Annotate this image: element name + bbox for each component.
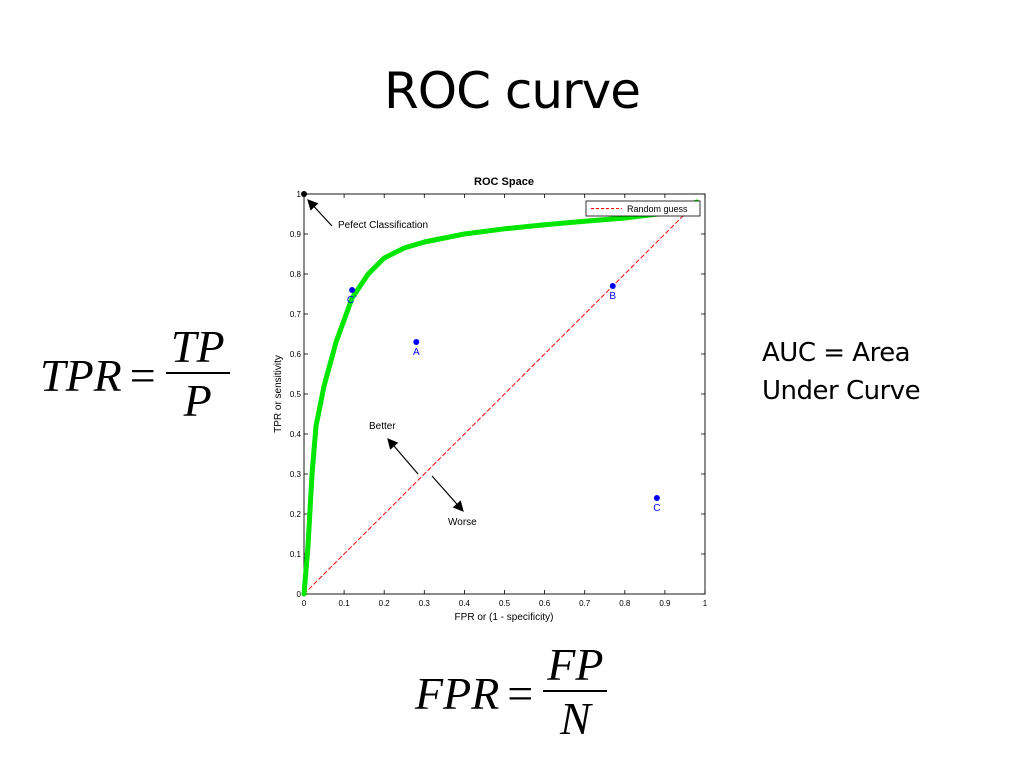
- fpr-fraction: FP N: [543, 639, 608, 746]
- auc-note-line2: Under Curve: [762, 376, 921, 406]
- worse-annotation: Worse: [448, 517, 477, 528]
- roc-point: [609, 283, 616, 289]
- x-tick-label: 0.6: [539, 599, 551, 608]
- roc-point: [301, 191, 307, 197]
- y-tick-label: 0.1: [290, 550, 302, 559]
- roc-point-label: A: [413, 347, 420, 358]
- y-tick-label: 0.4: [290, 430, 302, 439]
- worse-arrow: [431, 475, 464, 512]
- legend-entry-random: Random guess: [627, 204, 688, 214]
- roc-point: [653, 495, 660, 501]
- points-layer: A B C C`: [301, 191, 660, 514]
- x-tick-label: 0.8: [619, 599, 631, 608]
- tpr-equals: =: [129, 349, 156, 401]
- x-tick-label: 0.2: [379, 599, 391, 608]
- y-tick-label: 1: [297, 190, 302, 199]
- tpr-formula: TPR = TP P: [40, 322, 230, 428]
- perfect-arrow: [307, 199, 333, 227]
- legend: Random guess: [585, 200, 701, 217]
- x-tick-label: 1: [703, 599, 708, 608]
- series-layer: [301, 199, 700, 597]
- x-tick-label: 0.3: [419, 599, 431, 608]
- random-guess-line: [303, 201, 698, 595]
- roc-point-label: C: [653, 503, 660, 514]
- fpr-formula: FPR = FP N: [415, 639, 608, 746]
- tpr-fraction-bar: [165, 372, 230, 374]
- perfect-annotation: Pefect Classification: [338, 220, 428, 231]
- x-tick-label: 0.9: [659, 599, 671, 608]
- legend-box: [585, 200, 701, 217]
- roc-point-label: C`: [347, 294, 358, 306]
- y-tick-label: 0.9: [290, 230, 302, 239]
- roc-point: [413, 339, 420, 345]
- fpr-fraction-bar: [543, 690, 608, 692]
- roc-point-label: B: [609, 291, 616, 302]
- fpr-denominator: N: [560, 693, 591, 744]
- x-tick-label: 0: [302, 599, 307, 608]
- x-tick-label: 0.4: [459, 599, 471, 608]
- y-tick-label: 0.3: [290, 470, 302, 479]
- roc-chart: ROC Space 0 0.1 0.2 0.3 0.4 0.5 0.6 0.7 0.8 0.9 10…: [268, 170, 718, 630]
- fpr-numerator: FP: [547, 639, 604, 690]
- roc-point: [349, 287, 356, 293]
- y-tick-label: 0.2: [290, 510, 302, 519]
- y-tick-label: 0: [297, 590, 302, 599]
- fpr-lhs: FPR: [415, 667, 500, 719]
- y-tick-label: 0.8: [290, 270, 302, 279]
- tpr-fraction: TP P: [165, 321, 230, 428]
- x-axis-label: FPR or (1 - specificity): [455, 612, 554, 623]
- y-tick-label: 0.7: [290, 310, 302, 319]
- tpr-numerator: TP: [170, 321, 225, 372]
- tpr-lhs: TPR: [40, 349, 122, 401]
- roc-curve-line: [301, 199, 700, 597]
- better-annotation: Better: [369, 421, 396, 432]
- y-axis-label: TPR or sensitivity: [273, 355, 284, 433]
- x-tick-label: 0.1: [339, 599, 351, 608]
- y-tick-label: 0.5: [290, 390, 302, 399]
- x-tick-label: 0.7: [579, 599, 591, 608]
- chart-title: ROC Space: [474, 176, 534, 188]
- better-arrow: [387, 438, 419, 475]
- y-tick-label: 0.6: [290, 350, 302, 359]
- auc-note-line1: AUC = Area: [762, 338, 911, 368]
- x-tick-label: 0.5: [499, 599, 511, 608]
- fpr-equals: =: [507, 667, 534, 719]
- axis-ticks: 0 0.1 0.2 0.3 0.4 0.5 0.6 0.7 0.8 0.9 1 0 0.1 0.2 0.3 0…: [290, 190, 708, 608]
- auc-note: AUC = Area Under Curve: [762, 334, 921, 410]
- tpr-denominator: P: [183, 375, 212, 426]
- slide-title: ROC curve: [384, 62, 641, 120]
